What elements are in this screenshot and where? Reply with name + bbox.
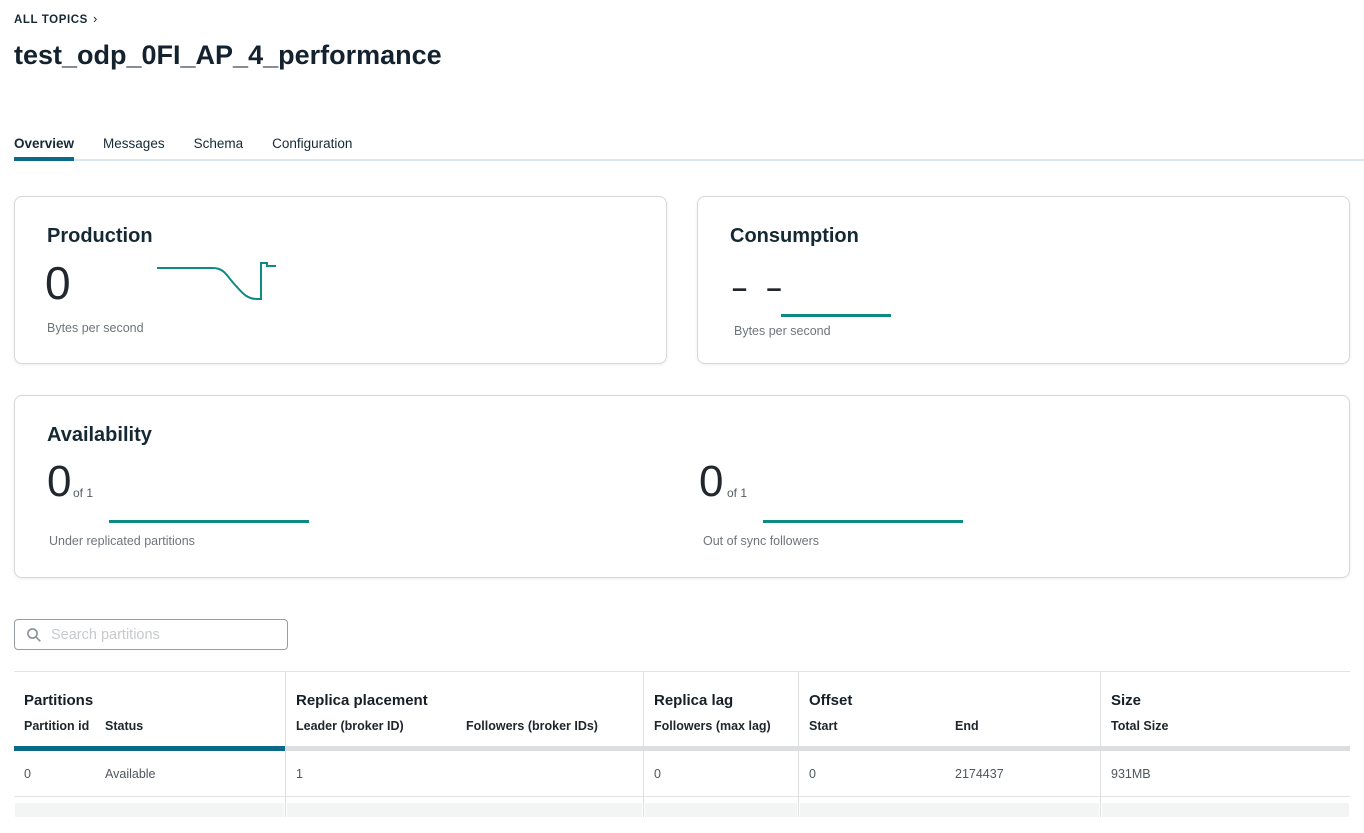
group-indicator: [799, 746, 1100, 751]
consumption-caption: Bytes per second: [734, 324, 831, 338]
breadcrumb-all-topics-link[interactable]: ALL TOPICS: [14, 14, 88, 26]
out-of-sync-sparkline: [763, 520, 963, 523]
availability-card-title: Availability: [47, 424, 152, 446]
subheader-row: Leader (broker ID) Followers (broker IDs…: [286, 712, 643, 740]
page-title: test_odp_0FI_AP_4_performance: [14, 40, 442, 70]
out-of-sync-caption: Out of sync followers: [703, 534, 820, 548]
column-group-offset: Offset Start End 0 2174437: [798, 672, 1100, 817]
partitions-table: Partitions Partition id Status 0 Availab…: [14, 671, 1350, 817]
search-partitions-input[interactable]: [51, 626, 261, 643]
under-replicated-of-label: of 1: [73, 486, 94, 500]
production-card: Production 0 Bytes per second: [14, 196, 667, 364]
column-header-start: Start: [809, 719, 838, 733]
column-header-partition-id: Partition id: [24, 719, 90, 733]
search-partitions-box[interactable]: [14, 619, 288, 650]
column-header-status: Status: [105, 719, 144, 733]
tab-schema[interactable]: Schema: [193, 136, 244, 151]
production-card-title: Production: [47, 225, 153, 247]
cell-status: Available: [105, 766, 156, 781]
subheader-row: Partition id Status: [14, 712, 285, 740]
column-header-followers: Followers (broker IDs): [466, 719, 598, 733]
production-sparkline: [157, 262, 276, 300]
group-header-size[interactable]: Size: [1111, 692, 1142, 709]
production-caption: Bytes per second: [47, 321, 144, 335]
out-of-sync-value: 0: [699, 457, 724, 506]
group-header-offset[interactable]: Offset: [809, 692, 853, 709]
column-header-total-size: Total Size: [1111, 719, 1169, 733]
cell-leader: 1: [296, 766, 303, 781]
next-row-preview: [800, 803, 1099, 817]
search-icon: [27, 627, 41, 642]
table-row[interactable]: 0 Available: [14, 751, 285, 797]
column-group-partitions: Partitions Partition id Status 0 Availab…: [14, 672, 285, 817]
group-header-replica-lag[interactable]: Replica lag: [654, 692, 734, 709]
next-row-preview: [1102, 803, 1349, 817]
group-indicator: [1101, 746, 1350, 751]
group-header-replica-placement[interactable]: Replica placement: [296, 692, 428, 709]
consumption-value: – –: [732, 273, 788, 303]
tabs-underline: [14, 159, 1364, 161]
tab-messages[interactable]: Messages: [103, 136, 165, 151]
subheader-row: Start End: [799, 712, 1100, 740]
table-row[interactable]: 0 2174437: [799, 751, 1100, 797]
column-header-leader: Leader (broker ID): [296, 719, 404, 733]
tab-overview[interactable]: Overview: [14, 136, 75, 161]
out-of-sync-of-label: of 1: [727, 486, 748, 500]
chevron-right-icon: ›: [92, 11, 98, 26]
table-row[interactable]: 0: [644, 751, 798, 797]
consumption-card: Consumption – – Bytes per second: [697, 196, 1350, 364]
group-indicator: [286, 746, 643, 751]
next-row-preview: [645, 803, 797, 817]
column-group-replica-placement: Replica placement Leader (broker ID) Fol…: [285, 672, 643, 817]
group-indicator: [644, 746, 798, 751]
under-replicated-value: 0: [47, 457, 72, 506]
cell-followers-max-lag: 0: [654, 766, 661, 781]
next-row-preview: [287, 803, 642, 817]
group-header-partitions[interactable]: Partitions: [24, 692, 94, 709]
column-group-size: Size Total Size 931MB: [1100, 672, 1350, 817]
consumption-card-title: Consumption: [730, 225, 859, 247]
cell-partition-id: 0: [24, 766, 31, 781]
availability-card: Availability 0 of 1 Under replicated par…: [14, 395, 1350, 578]
column-group-replica-lag: Replica lag Followers (max lag) 0: [643, 672, 798, 817]
tab-bar: Overview Messages Schema Configuration: [14, 136, 381, 161]
column-header-followers-max-lag: Followers (max lag): [654, 719, 771, 733]
consumption-sparkline: [781, 314, 891, 317]
tab-configuration[interactable]: Configuration: [272, 136, 353, 151]
subheader-row: Followers (max lag): [644, 712, 798, 740]
cell-offset-start: 0: [809, 766, 816, 781]
table-row[interactable]: 1: [286, 751, 643, 797]
table-row[interactable]: 931MB: [1101, 751, 1350, 797]
production-value: 0: [45, 257, 71, 309]
next-row-preview: [15, 803, 284, 817]
cell-offset-end: 2174437: [955, 766, 1004, 781]
under-replicated-caption: Under replicated partitions: [49, 534, 195, 548]
group-indicator-selected: [14, 746, 285, 751]
under-replicated-sparkline: [109, 520, 309, 523]
subheader-row: Total Size: [1101, 712, 1350, 740]
breadcrumb[interactable]: ALL TOPICS ›: [14, 11, 98, 26]
column-header-end: End: [955, 719, 979, 733]
cell-total-size: 931MB: [1111, 766, 1151, 781]
